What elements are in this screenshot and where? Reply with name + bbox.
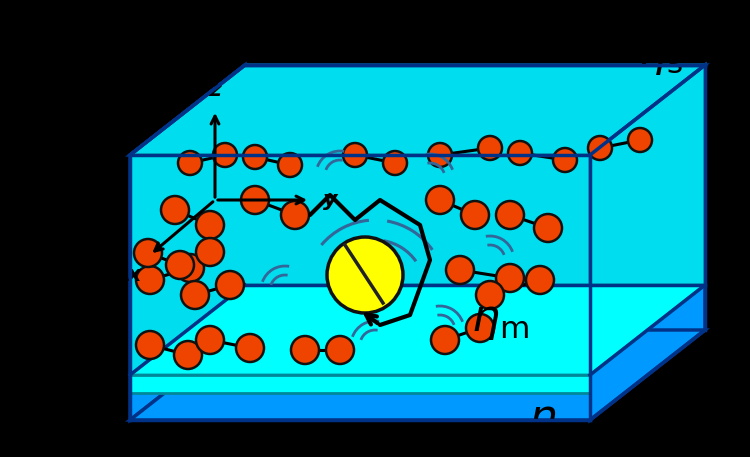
Polygon shape xyxy=(130,65,705,155)
Circle shape xyxy=(134,239,162,267)
Circle shape xyxy=(196,326,224,354)
Polygon shape xyxy=(130,330,705,420)
Circle shape xyxy=(281,201,309,229)
Circle shape xyxy=(446,256,474,284)
Polygon shape xyxy=(590,65,705,375)
Circle shape xyxy=(508,141,532,165)
Circle shape xyxy=(553,148,577,172)
Circle shape xyxy=(588,136,612,160)
Circle shape xyxy=(216,271,244,299)
Polygon shape xyxy=(130,65,245,155)
Text: $\eta_{\rm m}$: $\eta_{\rm m}$ xyxy=(471,298,529,341)
Circle shape xyxy=(174,341,202,369)
Text: $\eta_{\rm s}$: $\eta_{\rm s}$ xyxy=(638,33,682,77)
Circle shape xyxy=(496,201,524,229)
Circle shape xyxy=(213,143,237,167)
Text: $\eta_{\rm s}$: $\eta_{\rm s}$ xyxy=(527,399,572,441)
Circle shape xyxy=(526,266,554,294)
Circle shape xyxy=(136,331,164,359)
Circle shape xyxy=(236,334,264,362)
Circle shape xyxy=(534,214,562,242)
Circle shape xyxy=(428,143,452,167)
Circle shape xyxy=(176,254,204,282)
Circle shape xyxy=(136,266,164,294)
Circle shape xyxy=(496,264,524,292)
Text: x: x xyxy=(127,265,141,285)
Polygon shape xyxy=(130,65,705,155)
Polygon shape xyxy=(130,375,590,393)
Circle shape xyxy=(476,281,504,309)
Circle shape xyxy=(628,128,652,152)
Polygon shape xyxy=(130,285,705,375)
Circle shape xyxy=(196,211,224,239)
Circle shape xyxy=(478,136,502,160)
Circle shape xyxy=(166,251,194,279)
Text: z: z xyxy=(209,80,221,100)
Circle shape xyxy=(466,314,494,342)
Circle shape xyxy=(181,281,209,309)
Circle shape xyxy=(241,186,269,214)
Polygon shape xyxy=(130,65,245,420)
Polygon shape xyxy=(130,155,590,375)
Circle shape xyxy=(383,151,407,175)
Text: y: y xyxy=(323,190,338,210)
Polygon shape xyxy=(590,65,705,420)
Circle shape xyxy=(291,336,319,364)
Circle shape xyxy=(326,336,354,364)
Circle shape xyxy=(178,151,202,175)
Circle shape xyxy=(426,186,454,214)
Circle shape xyxy=(431,326,459,354)
Circle shape xyxy=(243,145,267,169)
Circle shape xyxy=(461,201,489,229)
Circle shape xyxy=(196,238,224,266)
Circle shape xyxy=(161,196,189,224)
Circle shape xyxy=(343,143,367,167)
Circle shape xyxy=(327,237,403,313)
Circle shape xyxy=(278,153,302,177)
